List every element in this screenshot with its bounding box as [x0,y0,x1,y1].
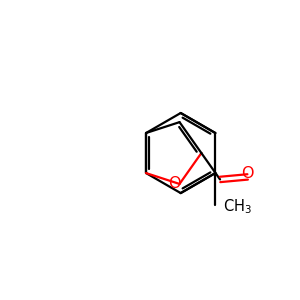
Text: CH$_3$: CH$_3$ [223,198,252,216]
Text: O: O [242,166,254,181]
Text: O: O [168,176,180,191]
